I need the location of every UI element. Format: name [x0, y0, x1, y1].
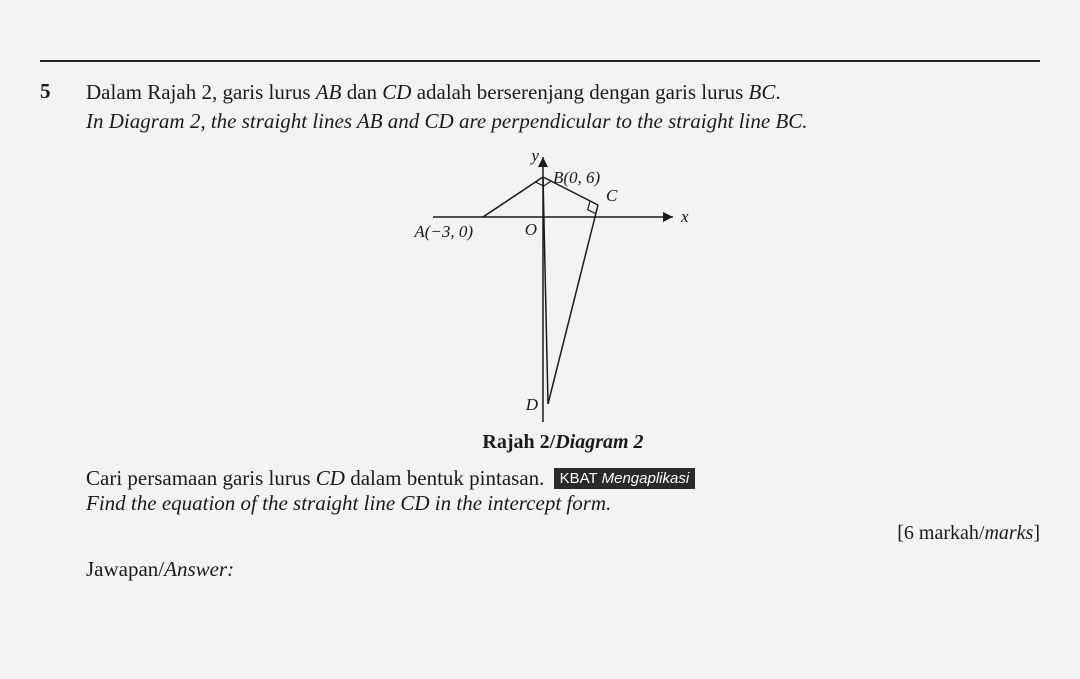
- var-cd2: CD: [316, 466, 345, 490]
- task-en: Find the equation of the straight line C…: [86, 491, 1040, 516]
- svg-text:x: x: [680, 207, 689, 226]
- question-number: 5: [40, 78, 66, 104]
- marks-open: [6 markah/: [897, 522, 984, 544]
- question-body: Dalam Rajah 2, garis lurus AB dan CD ada…: [86, 78, 1040, 582]
- top-rule: [40, 60, 1040, 62]
- answer-ms: Jawapan/: [86, 557, 164, 581]
- answer-en: Answer:: [164, 557, 234, 581]
- diagram: x y O A(−3, 0) B(0, 6) C D: [373, 147, 753, 427]
- question-row: 5 Dalam Rajah 2, garis lurus AB dan CD a…: [40, 78, 1040, 582]
- caption-en: Diagram 2: [555, 431, 643, 453]
- svg-text:C: C: [606, 186, 618, 205]
- question-text-en: In Diagram 2, the straight lines AB and …: [86, 107, 1040, 136]
- txt: .: [775, 80, 780, 104]
- var-bc: BC: [749, 80, 776, 104]
- badge-b: Mengaplikasi: [602, 470, 690, 487]
- marks-close: ]: [1033, 522, 1040, 544]
- figure-wrap: x y O A(−3, 0) B(0, 6) C D: [86, 147, 1040, 427]
- marks: [6 markah/marks]: [897, 522, 1040, 545]
- txt: Dalam Rajah 2, garis lurus: [86, 80, 316, 104]
- caption-ms: Rajah 2/: [482, 431, 555, 453]
- svg-text:B(0, 6): B(0, 6): [553, 168, 601, 187]
- figure-caption: Rajah 2/Diagram 2: [86, 431, 1040, 454]
- answer-label: Jawapan/Answer:: [86, 557, 1040, 582]
- kbat-badge: KBAT Mengaplikasi: [554, 468, 696, 489]
- exam-page: 5 Dalam Rajah 2, garis lurus AB dan CD a…: [0, 0, 1080, 679]
- marks-it: marks: [984, 522, 1033, 544]
- txt: dalam bentuk pintasan.: [345, 466, 544, 490]
- badge-a: KBAT: [560, 470, 598, 487]
- svg-text:A(−3, 0): A(−3, 0): [413, 222, 473, 241]
- svg-text:y: y: [529, 147, 539, 165]
- txt: adalah berserenjang dengan garis lurus: [411, 80, 748, 104]
- var-ab: AB: [316, 80, 342, 104]
- txt: dan: [341, 80, 382, 104]
- task-ms: Cari persamaan garis lurus CD dalam bent…: [86, 466, 1040, 491]
- svg-text:O: O: [525, 220, 537, 239]
- txt: Cari persamaan garis lurus: [86, 466, 316, 490]
- var-cd: CD: [382, 80, 411, 104]
- svg-text:D: D: [525, 395, 539, 414]
- marks-row: [6 markah/marks]: [86, 522, 1040, 545]
- question-text-ms: Dalam Rajah 2, garis lurus AB dan CD ada…: [86, 78, 1040, 107]
